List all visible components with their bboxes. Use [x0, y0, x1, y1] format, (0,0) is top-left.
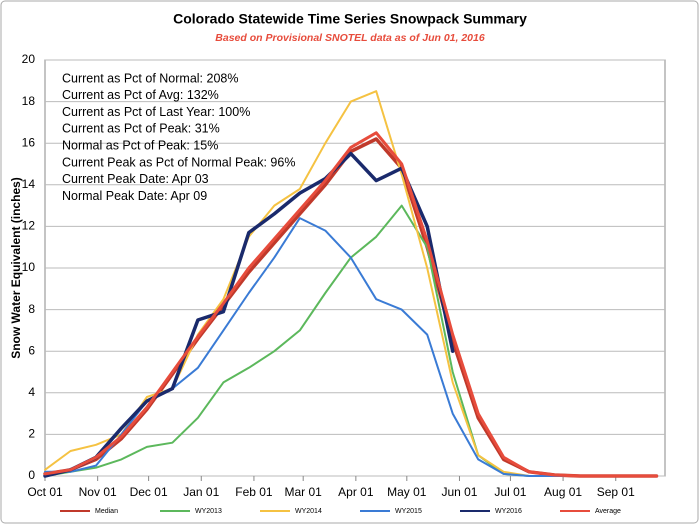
x-tick-label: Apr 01: [338, 485, 374, 499]
y-tick-label: 6: [28, 343, 35, 357]
x-tick-label: Nov 01: [79, 485, 117, 499]
x-tick-label: Oct 01: [27, 485, 63, 499]
y-tick-label: 2: [28, 427, 35, 441]
x-tick-label: Mar 01: [285, 485, 323, 499]
annotation: Current Peak as Pct of Normal Peak: 96%: [62, 155, 295, 169]
y-tick-label: 16: [22, 135, 36, 149]
x-tick-label: May 01: [387, 485, 427, 499]
annotation: Normal as Pct of Peak: 15%: [62, 138, 218, 152]
chart-title: Colorado Statewide Time Series Snowpack …: [173, 11, 527, 27]
legend-label: Median: [95, 508, 118, 515]
chart-subtitle: Based on Provisional SNOTEL data as of J…: [215, 32, 485, 44]
annotation: Current Peak Date: Apr 03: [62, 172, 209, 186]
annotation: Current as Pct of Avg: 132%: [62, 88, 219, 102]
annotation: Normal Peak Date: Apr 09: [62, 189, 207, 203]
x-tick-label: Feb 01: [235, 485, 273, 499]
y-tick-label: 14: [22, 177, 36, 191]
x-tick-label: Jul 01: [494, 485, 526, 499]
y-tick-label: 0: [28, 468, 35, 482]
legend-label: WY2015: [395, 508, 422, 515]
annotation: Current as Pct of Peak: 31%: [62, 122, 220, 136]
y-axis-label: Snow Water Equivalent (inches): [9, 177, 23, 359]
legend-label: WY2016: [495, 508, 522, 515]
x-tick-label: Jan 01: [183, 485, 219, 499]
y-tick-label: 10: [22, 260, 36, 274]
y-tick-label: 20: [22, 52, 36, 66]
x-tick-label: Sep 01: [597, 485, 635, 499]
legend-label: Average: [595, 508, 621, 515]
series-line: [43, 131, 658, 478]
x-tick-label: Jun 01: [441, 485, 477, 499]
y-tick-label: 18: [22, 94, 36, 108]
legend-label: WY2013: [195, 508, 222, 515]
y-tick-label: 8: [28, 302, 35, 316]
annotation: Current as Pct of Normal: 208%: [62, 71, 238, 85]
x-tick-label: Dec 01: [130, 485, 168, 499]
y-tick-label: 12: [22, 219, 36, 233]
series-line: [43, 151, 455, 478]
x-tick-label: Aug 01: [544, 485, 582, 499]
y-tick-label: 4: [28, 385, 35, 399]
annotation: Current as Pct of Last Year: 100%: [62, 105, 250, 119]
legend-label: WY2014: [295, 508, 322, 515]
